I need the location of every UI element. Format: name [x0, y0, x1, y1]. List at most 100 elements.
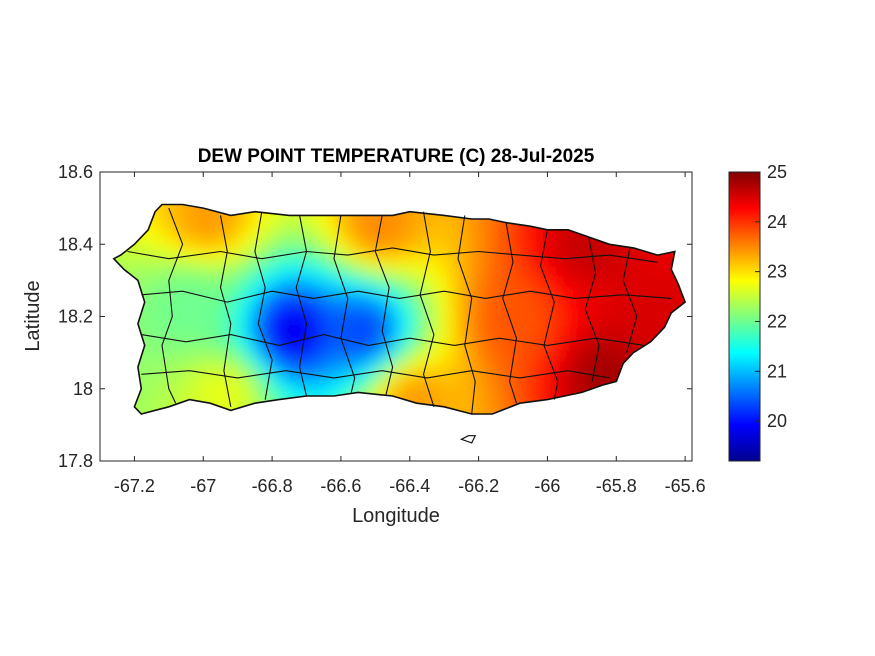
- field-cell: [349, 269, 361, 281]
- field-cell: [189, 309, 201, 321]
- field-cell: [599, 309, 611, 321]
- field-cell: [609, 249, 621, 261]
- municipality-boundary: [584, 236, 600, 382]
- field-cell: [459, 259, 471, 271]
- field-cell: [549, 279, 561, 291]
- field-cell: [269, 269, 281, 281]
- field-cell: [209, 269, 221, 281]
- field-cell: [279, 379, 291, 391]
- field-cell: [409, 239, 421, 251]
- field-cell: [369, 319, 381, 331]
- field-cell: [589, 259, 601, 271]
- field-cell: [149, 239, 161, 251]
- field-cell: [219, 229, 231, 241]
- field-cell: [199, 339, 211, 351]
- field-cell: [149, 359, 161, 371]
- field-cell: [179, 229, 191, 241]
- field-cell: [349, 349, 361, 361]
- field-cell: [499, 339, 511, 351]
- field-cell: [239, 259, 251, 271]
- field-cell: [489, 389, 501, 401]
- field-cell: [419, 319, 431, 331]
- field-cell: [229, 259, 241, 271]
- field-cell: [469, 269, 481, 281]
- field-cell: [149, 309, 161, 321]
- field-cell: [449, 319, 461, 331]
- field-cell: [319, 379, 331, 391]
- field-cell: [449, 289, 461, 301]
- field-cell: [539, 289, 551, 301]
- field-cell: [429, 229, 441, 241]
- field-cell: [349, 339, 361, 351]
- field-cell: [629, 339, 641, 351]
- field-cell: [449, 219, 461, 231]
- field-cell: [399, 359, 411, 371]
- field-cell: [219, 319, 231, 331]
- field-cell: [449, 299, 461, 311]
- field-cell: [249, 319, 261, 331]
- field-cell: [449, 379, 461, 391]
- field-cell: [449, 259, 461, 271]
- field-cell: [639, 319, 651, 331]
- field-cell: [209, 309, 221, 321]
- field-cell: [349, 309, 361, 321]
- field-cell: [329, 349, 341, 361]
- field-cell: [309, 219, 321, 231]
- field-cell: [559, 309, 571, 321]
- field-cell: [579, 239, 591, 251]
- field-cell: [309, 269, 321, 281]
- field-cell: [149, 259, 161, 271]
- field-cell: [549, 329, 561, 341]
- field-cell: [239, 279, 251, 291]
- field-cell: [399, 309, 411, 321]
- field-cell: [489, 409, 501, 414]
- field-cell: [579, 329, 591, 341]
- field-cell: [359, 299, 371, 311]
- field-cell: [409, 339, 421, 351]
- field-cell: [579, 259, 591, 271]
- field-cell: [629, 309, 641, 321]
- field-cell: [619, 259, 631, 271]
- field-cell: [329, 269, 341, 281]
- field-cell: [369, 279, 381, 291]
- field-cell: [449, 369, 461, 381]
- field-cell: [169, 329, 181, 341]
- field-cell: [609, 319, 621, 331]
- field-cell: [449, 269, 461, 281]
- x-tick-label: -65.8: [596, 476, 637, 496]
- field-cell: [139, 259, 151, 271]
- field-cell: [489, 369, 501, 381]
- field-cell: [289, 379, 301, 391]
- field-cell: [239, 379, 251, 391]
- field-cell: [569, 279, 581, 291]
- field-cell: [309, 279, 321, 291]
- field-cell: [199, 209, 211, 221]
- field-cell: [499, 379, 511, 391]
- field-cell: [249, 359, 261, 371]
- field-cell: [189, 319, 201, 331]
- field-cell: [229, 319, 241, 331]
- field-cell: [139, 319, 151, 331]
- field-cell: [459, 329, 471, 341]
- field-cell: [189, 329, 201, 341]
- field-cell: [229, 269, 241, 281]
- field-cell: [239, 309, 251, 321]
- field-cell: [459, 239, 471, 251]
- field-cell: [189, 339, 201, 351]
- field-cell: [359, 349, 371, 361]
- field-cell: [279, 289, 291, 301]
- field-cell: [279, 259, 291, 271]
- field-cell: [239, 249, 251, 261]
- field-cell: [249, 219, 261, 231]
- field-cell: [409, 359, 421, 371]
- field-cell: [459, 309, 471, 321]
- field-cell: [669, 289, 681, 301]
- field-cell: [229, 349, 241, 361]
- field-cell: [189, 279, 201, 291]
- field-cell: [359, 329, 371, 341]
- field-cell: [329, 299, 341, 311]
- field-cell: [479, 389, 491, 401]
- field-cell: [559, 269, 571, 281]
- field-cell: [349, 259, 361, 271]
- field-cell: [379, 239, 391, 251]
